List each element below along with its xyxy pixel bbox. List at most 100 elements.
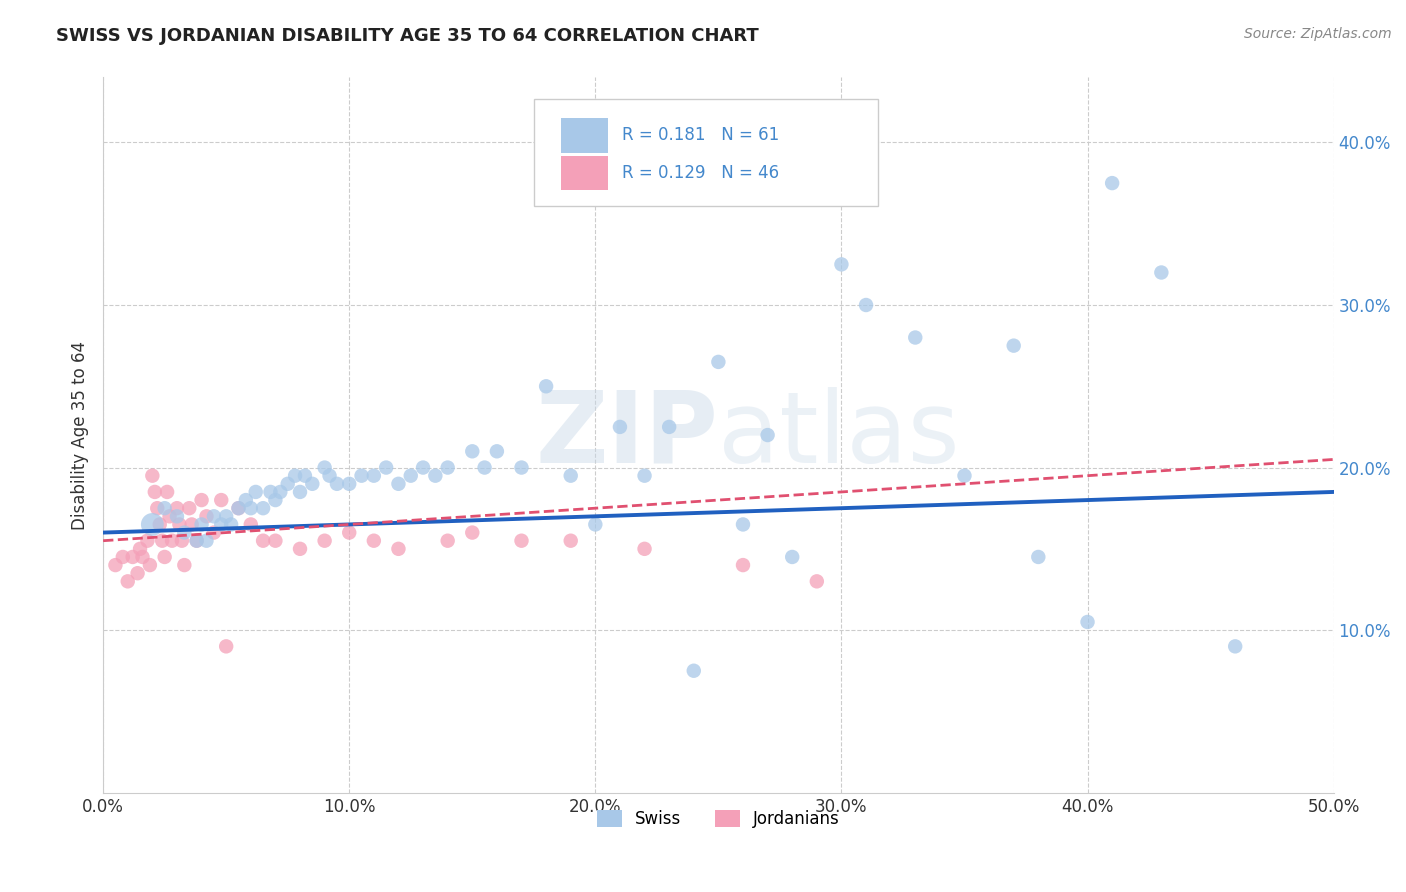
Y-axis label: Disability Age 35 to 64: Disability Age 35 to 64	[72, 341, 89, 530]
Swiss	[461, 444, 484, 458]
Swiss	[658, 420, 681, 434]
Swiss	[326, 476, 349, 491]
Swiss	[318, 468, 340, 483]
Jordanians	[150, 533, 173, 548]
Swiss	[235, 493, 257, 508]
Jordanians	[461, 525, 484, 540]
Jordanians	[264, 533, 287, 548]
Text: R = 0.181   N = 61: R = 0.181 N = 61	[623, 127, 780, 145]
Swiss	[219, 517, 242, 532]
Swiss	[239, 501, 262, 516]
Swiss	[953, 468, 976, 483]
Swiss	[186, 533, 208, 548]
Jordanians	[436, 533, 458, 548]
Swiss	[228, 501, 250, 516]
Swiss	[1076, 615, 1098, 629]
Jordanians	[387, 541, 409, 556]
Swiss	[534, 379, 557, 393]
Swiss	[756, 428, 779, 442]
Jordanians	[127, 566, 149, 581]
Swiss	[259, 485, 281, 500]
Swiss	[387, 476, 409, 491]
Jordanians	[560, 533, 582, 548]
Swiss	[707, 355, 730, 369]
Swiss	[425, 468, 447, 483]
Swiss	[583, 517, 606, 532]
Swiss	[682, 664, 704, 678]
Swiss	[337, 476, 360, 491]
Bar	[561, 156, 607, 191]
Swiss	[190, 517, 212, 532]
Swiss	[904, 330, 927, 344]
Jordanians	[173, 558, 195, 573]
Jordanians	[314, 533, 336, 548]
Swiss	[363, 468, 385, 483]
Jordanians	[239, 517, 262, 532]
Jordanians	[146, 501, 169, 516]
Jordanians	[228, 501, 250, 516]
Swiss	[855, 298, 877, 312]
Jordanians	[337, 525, 360, 540]
Jordanians	[139, 558, 162, 573]
Jordanians	[129, 541, 152, 556]
Swiss	[436, 460, 458, 475]
Jordanians	[153, 549, 176, 564]
Swiss	[166, 509, 188, 524]
Jordanians	[131, 549, 153, 564]
Jordanians	[195, 509, 218, 524]
Swiss	[399, 468, 422, 483]
Swiss	[485, 444, 508, 458]
Jordanians	[104, 558, 127, 573]
Swiss	[153, 501, 176, 516]
Swiss	[510, 460, 533, 475]
FancyBboxPatch shape	[534, 99, 879, 206]
Swiss	[141, 517, 163, 532]
Swiss	[560, 468, 582, 483]
Swiss	[1225, 640, 1247, 654]
Jordanians	[166, 501, 188, 516]
Swiss	[202, 509, 225, 524]
Swiss	[412, 460, 434, 475]
Swiss	[1002, 338, 1025, 352]
Jordanians	[186, 533, 208, 548]
Jordanians	[731, 558, 754, 573]
Swiss	[350, 468, 373, 483]
Swiss	[284, 468, 307, 483]
Jordanians	[215, 640, 238, 654]
Jordanians	[156, 485, 179, 500]
Jordanians	[121, 549, 143, 564]
Swiss	[245, 485, 267, 500]
Jordanians	[117, 574, 139, 589]
Jordanians	[141, 468, 163, 483]
Bar	[561, 119, 607, 153]
Swiss	[294, 468, 316, 483]
Jordanians	[159, 509, 181, 524]
Text: ZIP: ZIP	[536, 386, 718, 483]
Text: SWISS VS JORDANIAN DISABILITY AGE 35 TO 64 CORRELATION CHART: SWISS VS JORDANIAN DISABILITY AGE 35 TO …	[56, 27, 759, 45]
Swiss	[780, 549, 803, 564]
Swiss	[264, 493, 287, 508]
Jordanians	[202, 525, 225, 540]
Swiss	[633, 468, 655, 483]
Swiss	[1026, 549, 1049, 564]
Swiss	[375, 460, 398, 475]
Swiss	[252, 501, 274, 516]
Swiss	[277, 476, 299, 491]
Swiss	[731, 517, 754, 532]
Jordanians	[143, 485, 166, 500]
Jordanians	[169, 517, 191, 532]
Swiss	[209, 517, 232, 532]
Jordanians	[170, 533, 193, 548]
Jordanians	[252, 533, 274, 548]
Jordanians	[806, 574, 828, 589]
Swiss	[474, 460, 496, 475]
Swiss	[1101, 176, 1123, 190]
Swiss	[1150, 265, 1173, 279]
Swiss	[173, 525, 195, 540]
Jordanians	[149, 517, 172, 532]
Jordanians	[288, 541, 311, 556]
Jordanians	[160, 533, 183, 548]
Swiss	[269, 485, 291, 500]
Swiss	[195, 533, 218, 548]
Jordanians	[136, 533, 159, 548]
